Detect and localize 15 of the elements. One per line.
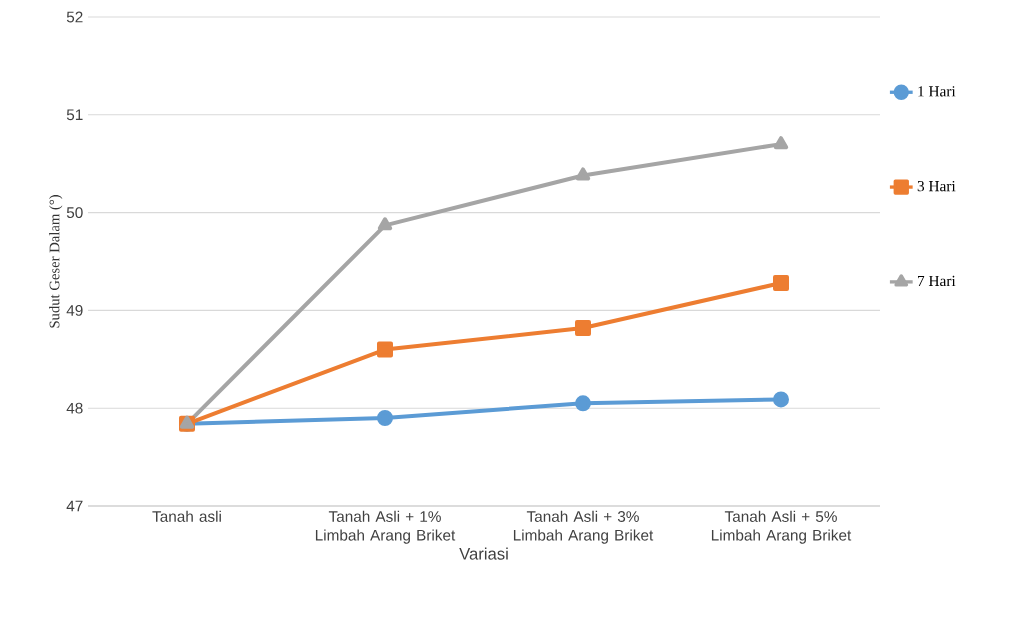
x-tick-label: Tanah Asli + 1% Limbah Arang Briket [315, 510, 456, 544]
x-tick-label: Tanah asli [152, 510, 221, 522]
legend-label: 3 Hari [917, 181, 956, 192]
y-tick-label: 52 [66, 11, 83, 23]
x-axis-title: Variasi [459, 547, 508, 560]
y-tick-label: 48 [66, 402, 83, 414]
y-tick-label: 51 [66, 109, 83, 121]
legend-label: 1 Hari [918, 86, 956, 97]
x-tick-label: Tanah Asli + 3% Limbah Arang Briket [513, 510, 654, 544]
x-tick-label: Tanah Asli + 5% Limbah Arang Briket [711, 510, 852, 544]
y-tick-label: 47 [66, 500, 83, 512]
legend-label: 7 Hari [918, 275, 956, 287]
y-axis-title: Sudut Geser Dalam (°) [49, 195, 63, 328]
y-tick-label: 49 [66, 304, 83, 316]
y-tick-label: 50 [66, 207, 83, 219]
